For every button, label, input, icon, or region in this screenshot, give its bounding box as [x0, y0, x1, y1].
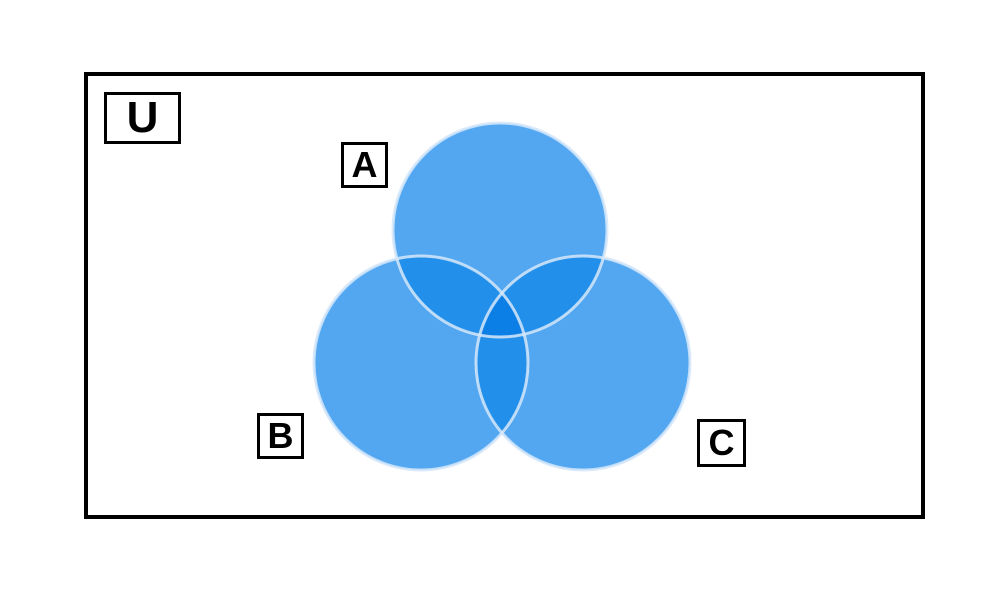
universe-label: U — [104, 92, 181, 144]
set-c-label: C — [697, 419, 746, 467]
set-a-outline — [391, 121, 609, 339]
set-b-label: B — [257, 413, 304, 459]
set-a-label: A — [341, 142, 388, 188]
set-b-outline — [312, 254, 530, 472]
overlap-a-b — [393, 256, 528, 337]
set-c-outline — [474, 254, 692, 472]
overlap-a-c — [476, 256, 607, 337]
universe-frame — [84, 72, 925, 519]
